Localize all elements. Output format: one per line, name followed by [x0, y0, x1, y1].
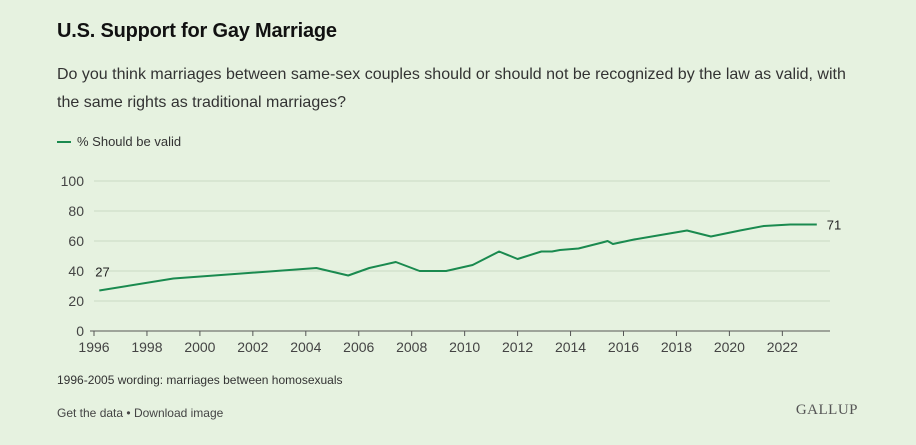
x-tick-label: 1998	[131, 339, 162, 355]
x-tick-label: 2000	[184, 339, 215, 355]
x-tick-label: 2022	[767, 339, 798, 355]
y-tick-label: 40	[68, 263, 84, 279]
footnote: 1996-2005 wording: marriages between hom…	[57, 373, 343, 387]
series-line	[99, 223, 817, 292]
y-tick-label: 100	[61, 173, 85, 189]
x-tick-label: 2018	[661, 339, 692, 355]
x-tick-label: 2014	[555, 339, 586, 355]
data-label: 71	[827, 218, 841, 233]
y-tick-label: 80	[68, 203, 84, 219]
gallup-logo: GALLUP	[795, 402, 858, 418]
get-data-link[interactable]: Get the data	[57, 406, 124, 420]
y-tick-label: 60	[68, 233, 84, 249]
legend-line-icon	[57, 140, 71, 143]
x-tick-label: 1996	[78, 339, 109, 355]
link-separator: •	[126, 406, 131, 420]
x-tick-label: 2004	[290, 339, 321, 355]
x-tick-label: 2016	[608, 339, 639, 355]
x-tick-label: 2006	[343, 339, 374, 355]
data-label: 27	[95, 265, 109, 280]
x-tick-label: 2012	[502, 339, 533, 355]
footer-links: Get the data • Download image	[57, 406, 223, 420]
x-tick-label: 2008	[396, 339, 427, 355]
legend: % Should be valid	[57, 134, 181, 149]
chart-subtitle: Do you think marriages between same-sex …	[57, 66, 846, 111]
x-tick-label: 2010	[449, 339, 480, 355]
legend-label: % Should be valid	[77, 134, 182, 149]
y-tick-label: 0	[76, 323, 84, 339]
y-tick-label: 20	[68, 293, 84, 309]
download-image-link[interactable]: Download image	[133, 406, 224, 420]
x-tick-label: 2020	[714, 339, 745, 355]
x-tick-label: 2002	[237, 339, 268, 355]
chart-title: U.S. Support for Gay Marriage	[57, 20, 337, 42]
